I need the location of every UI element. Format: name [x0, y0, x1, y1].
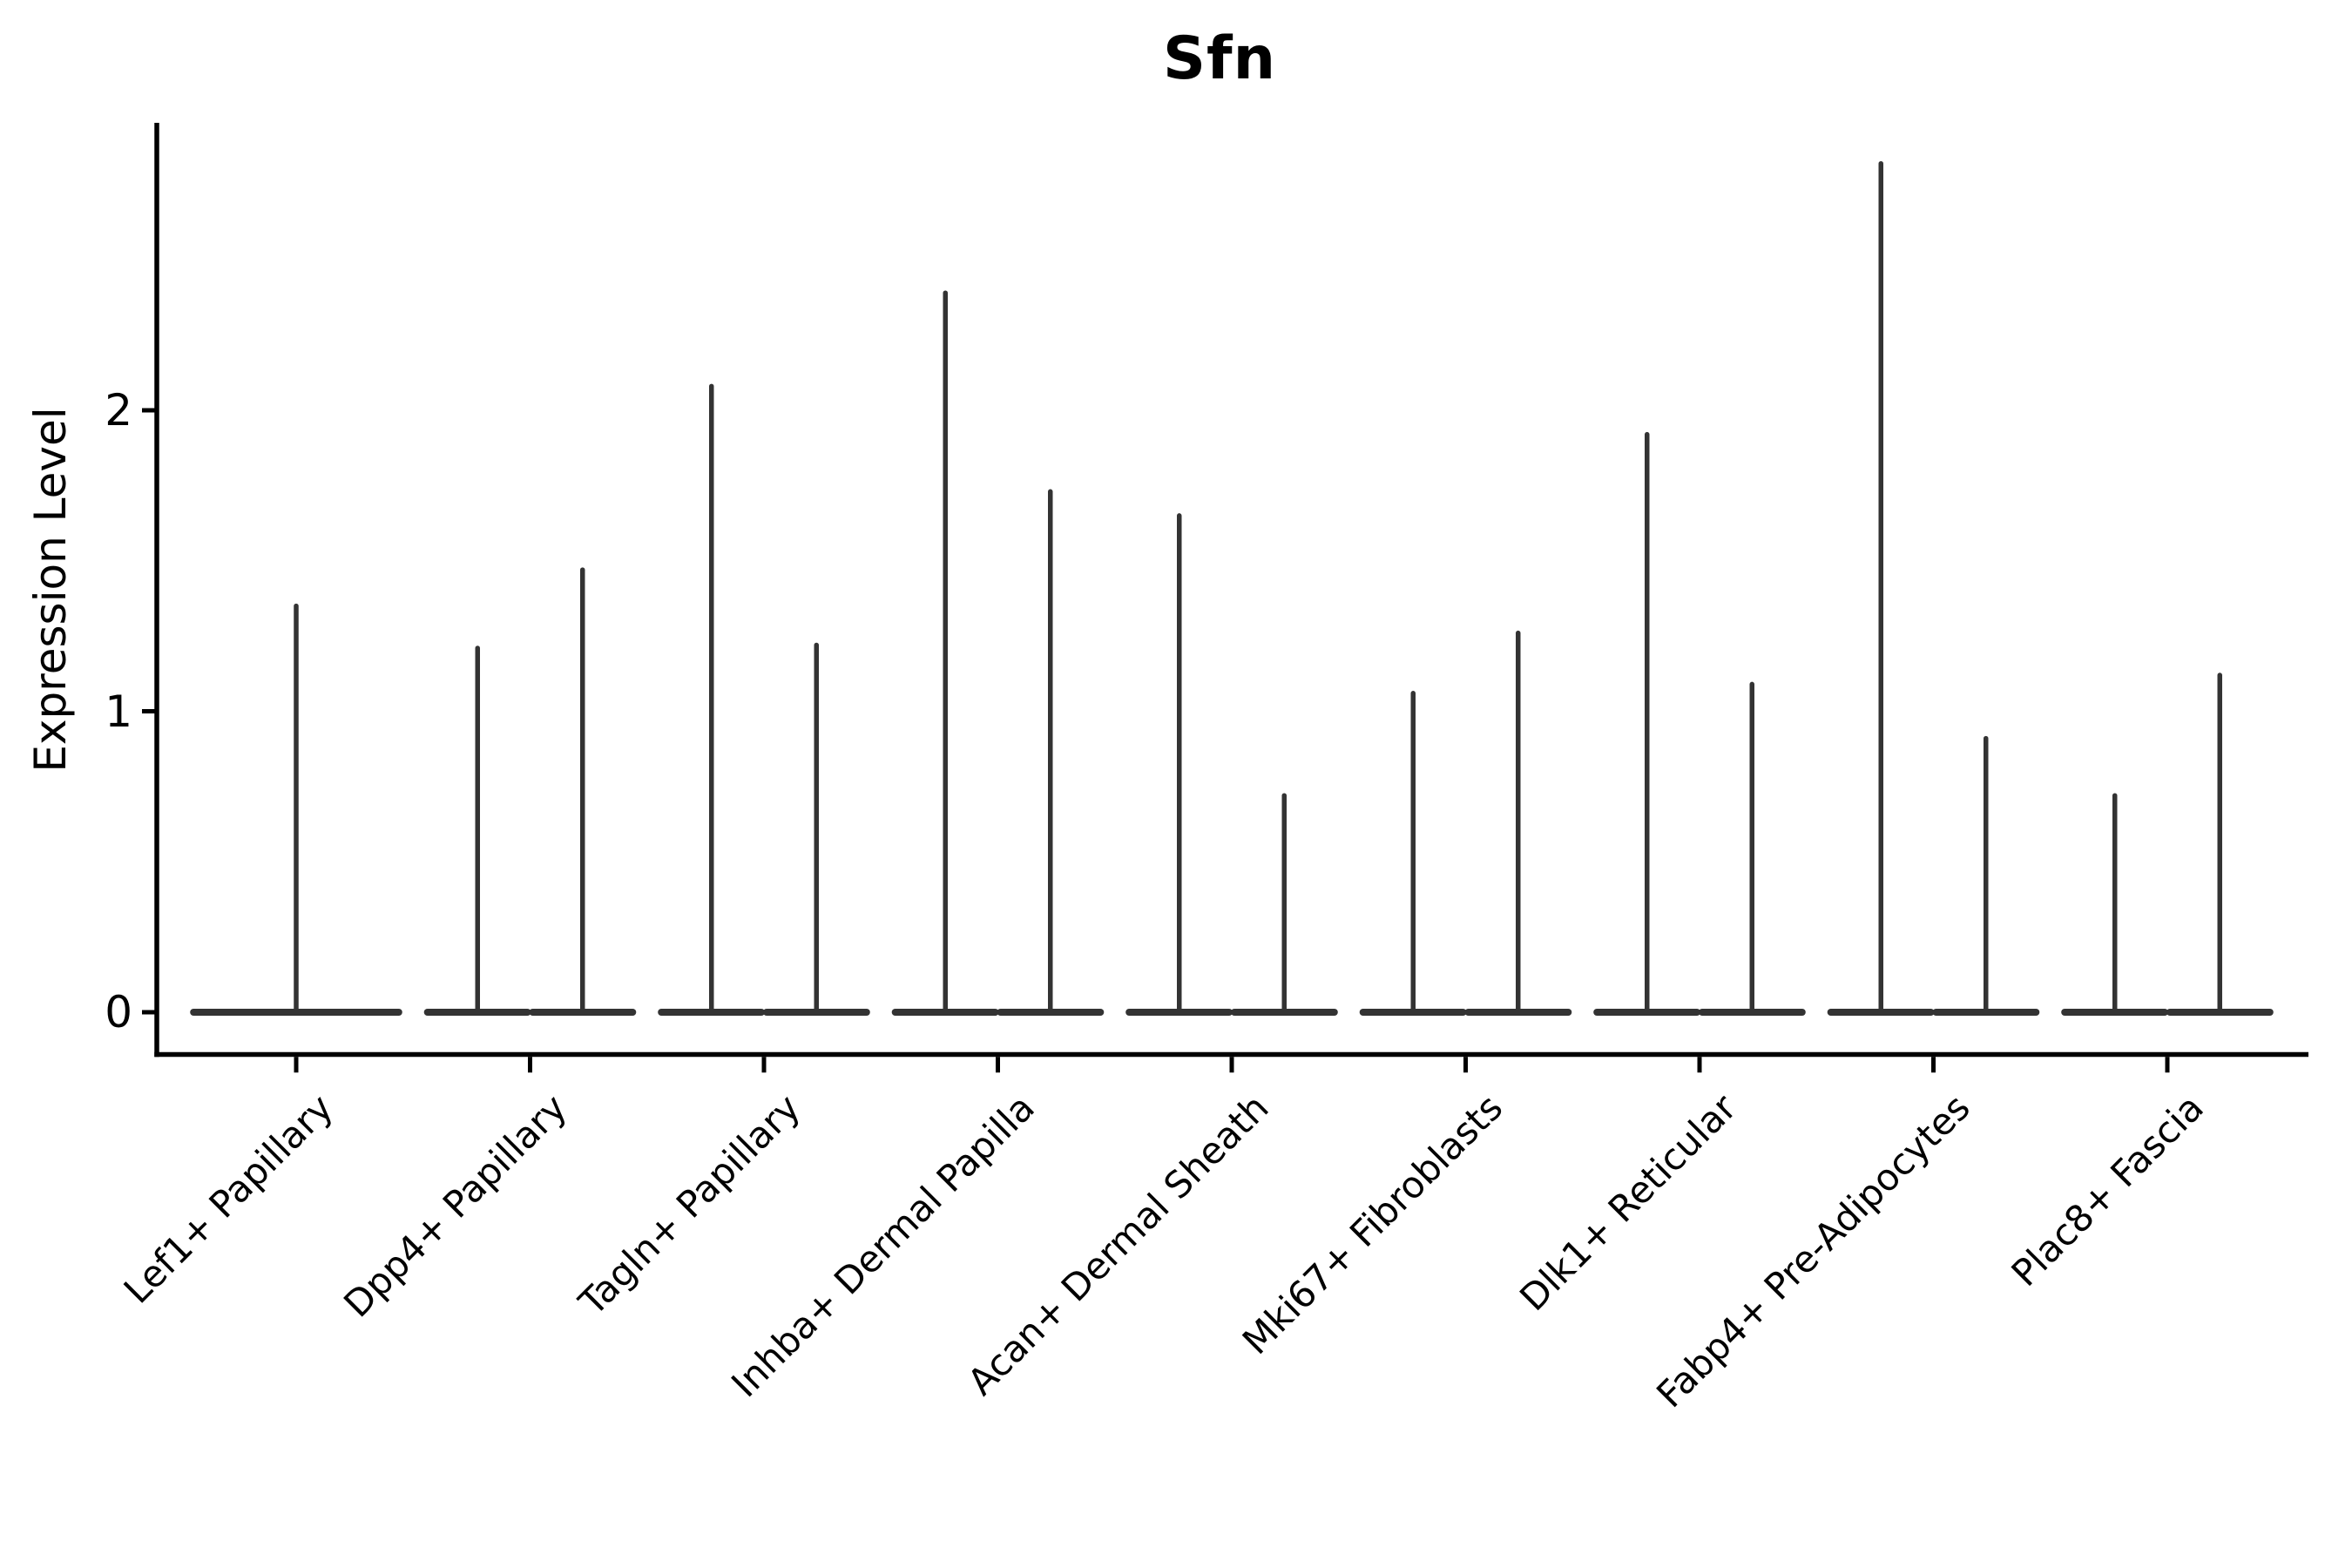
axis-ticks: [142, 408, 2170, 1073]
axis-spines: [154, 123, 2308, 1058]
y-tick-label: 0: [105, 987, 132, 1037]
y-tick-label: 1: [105, 686, 132, 737]
y-tick-label: 2: [105, 385, 132, 436]
violins-layer: [190, 160, 2274, 1016]
chart-title: Sfn: [1163, 24, 1276, 93]
